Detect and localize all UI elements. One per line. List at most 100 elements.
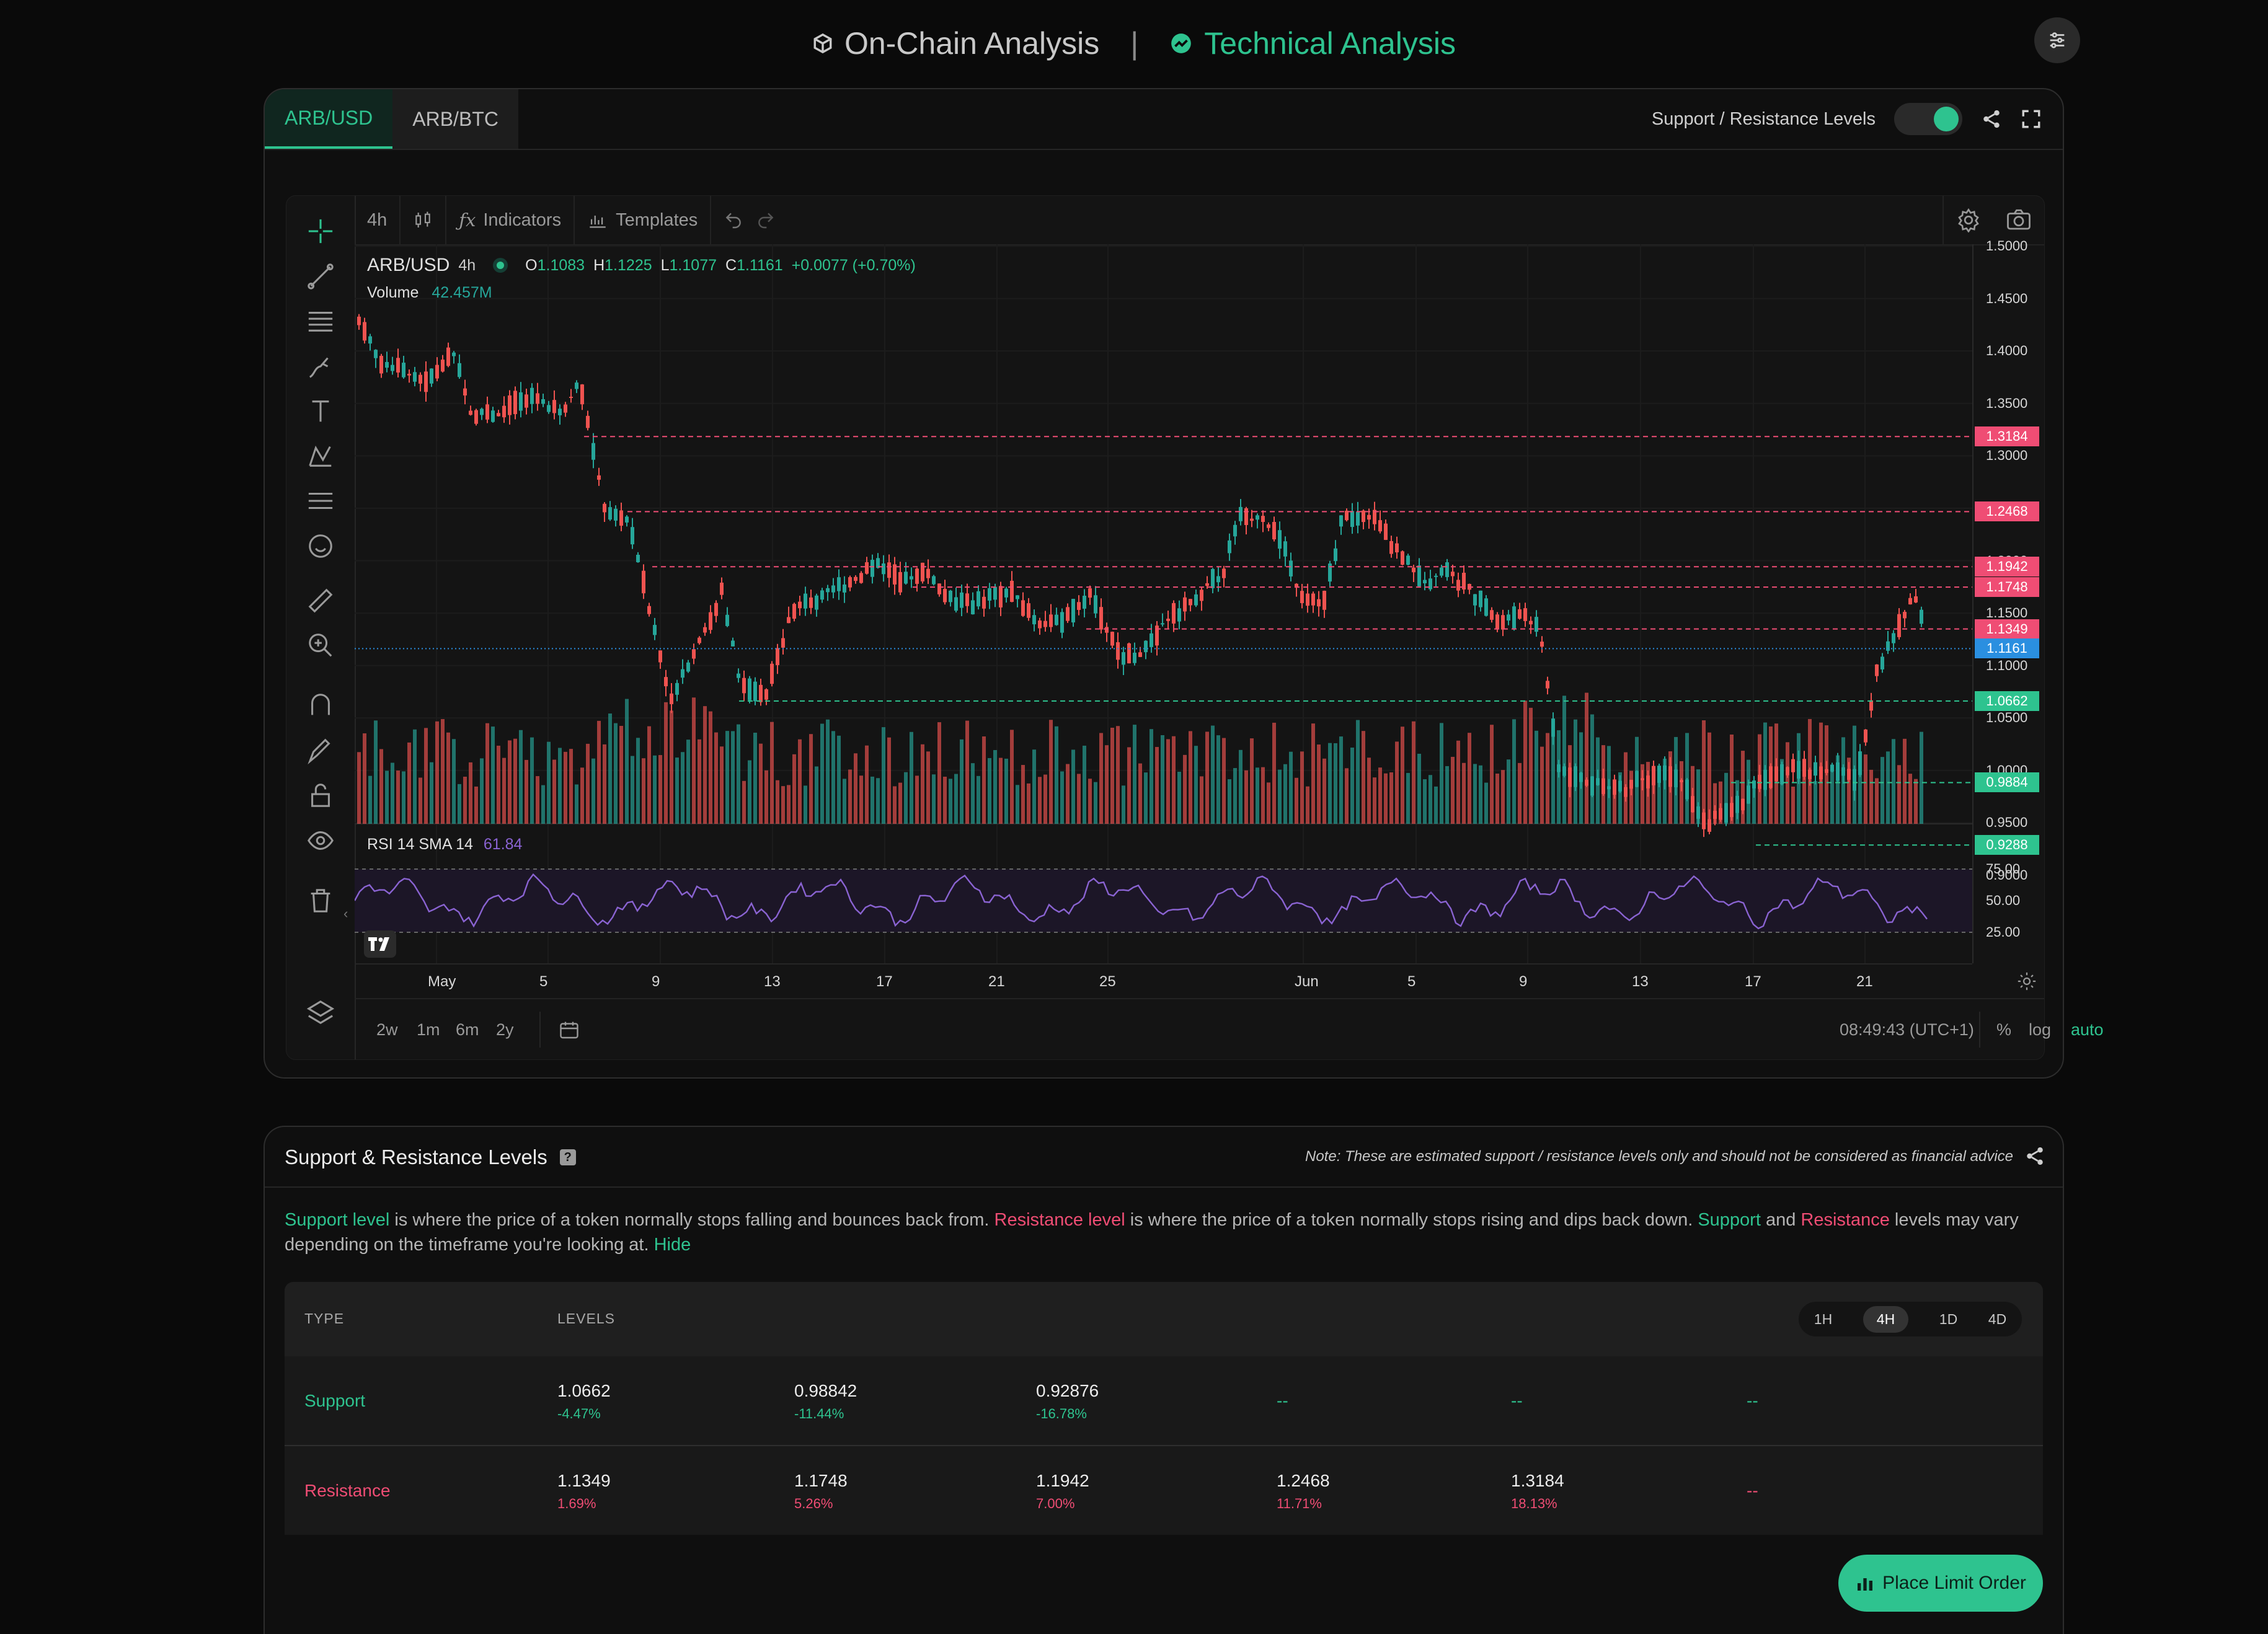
candle-body	[1328, 563, 1332, 582]
magnet-tool[interactable]	[304, 689, 337, 722]
range-2w[interactable]: 2w	[376, 1020, 398, 1039]
undo-button[interactable]	[711, 196, 756, 244]
object-tree-tool[interactable]	[304, 996, 337, 1029]
volume-bar	[1032, 749, 1036, 824]
volume-bar	[1780, 759, 1784, 824]
log-scale-button[interactable]: log	[2029, 1020, 2052, 1039]
auto-scale-button[interactable]: auto	[2071, 1020, 2104, 1039]
volume-bar	[915, 775, 919, 824]
tf-1d[interactable]: 1D	[1939, 1310, 1958, 1327]
volume-bar	[430, 762, 433, 824]
resistance-level-value: 1.3184	[1511, 1471, 1564, 1490]
fullscreen-icon[interactable]	[2021, 108, 2042, 130]
onchain-analysis-link[interactable]: On-Chain Analysis	[812, 25, 1099, 61]
volume-bar	[1696, 769, 1700, 824]
settings-sliders-button[interactable]	[2034, 17, 2080, 63]
visibility-tool[interactable]	[304, 824, 337, 857]
candle-body	[558, 408, 562, 415]
candle-body	[681, 669, 684, 678]
time-axis-label: 21	[1856, 973, 1873, 990]
snapshot-button[interactable]	[1993, 196, 2044, 244]
sr-toggle[interactable]	[1894, 103, 1962, 135]
candle-body	[915, 568, 919, 584]
resistance-price-tag: 1.3184	[1975, 426, 2039, 447]
candle-body	[424, 371, 428, 392]
hide-description-link[interactable]: Hide	[653, 1235, 691, 1255]
time-axis[interactable]: May 5 9 13 17 21 25 Jun 5 9 13 17 21	[355, 963, 2036, 999]
range-6m[interactable]: 6m	[456, 1020, 479, 1039]
prediction-tool[interactable]	[304, 484, 337, 518]
percent-scale-button[interactable]: %	[1996, 1020, 2012, 1039]
help-icon[interactable]: ?	[559, 1149, 576, 1165]
clock-time[interactable]: 08:49:43 (UTC+1)	[1840, 1020, 1974, 1039]
volume-bar	[776, 780, 779, 824]
ruler-tool[interactable]	[304, 584, 337, 617]
lock-tool[interactable]	[304, 779, 337, 812]
time-axis-label: 9	[652, 973, 660, 990]
volume-bar	[1741, 751, 1745, 824]
candle-body	[1155, 625, 1159, 646]
range-2y[interactable]: 2y	[496, 1020, 514, 1039]
templates-button[interactable]: Templates	[575, 196, 712, 244]
volume-bar	[670, 710, 673, 824]
volume-bar	[1110, 727, 1114, 824]
candle-body	[1423, 580, 1427, 584]
volume-bar	[1484, 782, 1488, 824]
volume-bar	[1350, 748, 1354, 824]
volume-bar	[407, 742, 411, 824]
volume-bar	[1244, 770, 1248, 824]
sr-share-icon[interactable]	[2024, 1146, 2045, 1167]
trading-chart[interactable]: 4h ƒx Indicators Templates ARB/USD 4h O1.…	[286, 195, 2104, 1060]
tab-arb-usd[interactable]: ARB/USD	[265, 89, 393, 149]
price-axis[interactable]: 1.50001.45001.40001.35001.30001.25001.20…	[1972, 238, 2045, 963]
volume-bar	[1334, 743, 1337, 824]
tradingview-logo[interactable]	[364, 930, 396, 958]
pattern-tool[interactable]	[304, 439, 337, 473]
collapse-toolbar-icon[interactable]: ‹	[343, 906, 348, 921]
zoom-tool[interactable]	[304, 629, 337, 662]
candle-body	[1016, 595, 1019, 599]
time-axis-label: 9	[1519, 973, 1528, 990]
volume-bar	[1049, 720, 1053, 824]
legend-open: 1.1083	[537, 256, 585, 274]
price-axis-label: 1.1000	[1986, 657, 2028, 673]
lock-drawing-tool[interactable]	[304, 734, 337, 767]
tf-4d[interactable]: 4D	[1988, 1310, 2007, 1327]
share-icon[interactable]	[1981, 108, 2002, 130]
candle-body	[988, 588, 991, 601]
legend-close: 1.1161	[737, 256, 783, 274]
tab-arb-btc[interactable]: ARB/BTC	[392, 89, 518, 149]
axis-settings-gear-icon[interactable]	[2016, 971, 2037, 992]
redo-button[interactable]	[756, 196, 788, 244]
candle-body	[1010, 580, 1014, 602]
trendline-tool[interactable]	[304, 260, 337, 293]
support-price-tag: 1.0662	[1975, 691, 2039, 711]
place-limit-order-button[interactable]: Place Limit Order	[1838, 1555, 2043, 1612]
volume-bar	[1367, 757, 1371, 824]
fib-tool[interactable]	[304, 304, 337, 338]
volume-bar	[396, 771, 400, 824]
calendar-range-icon[interactable]	[558, 1019, 580, 1041]
technical-analysis-link[interactable]: Technical Analysis	[1169, 25, 1456, 61]
candle-body	[725, 614, 729, 626]
candle-body	[1233, 524, 1237, 537]
tf-4h[interactable]: 4H	[1863, 1305, 1909, 1333]
range-1m[interactable]: 1m	[417, 1020, 440, 1039]
chart-type-button[interactable]	[401, 196, 447, 244]
candle-body	[1317, 599, 1321, 607]
indicators-button[interactable]: ƒx Indicators	[446, 196, 575, 244]
tf-1h[interactable]: 1H	[1814, 1310, 1833, 1327]
brush-tool[interactable]	[304, 350, 337, 383]
volume-legend: Volume 42.457M	[367, 284, 492, 302]
volume-bar	[1713, 783, 1717, 824]
volume-bar	[1490, 725, 1494, 824]
text-tool[interactable]	[304, 394, 337, 428]
chart-settings-button[interactable]	[1942, 196, 1993, 244]
candle-body	[1897, 614, 1901, 637]
resistance-level-pct: 18.13%	[1511, 1496, 1557, 1511]
crosshair-tool[interactable]	[304, 214, 337, 248]
interval-button[interactable]: 4h	[355, 196, 401, 244]
chart-plot-area[interactable]	[355, 244, 1972, 963]
emoji-tool[interactable]	[304, 529, 337, 563]
delete-tool[interactable]	[304, 884, 337, 917]
